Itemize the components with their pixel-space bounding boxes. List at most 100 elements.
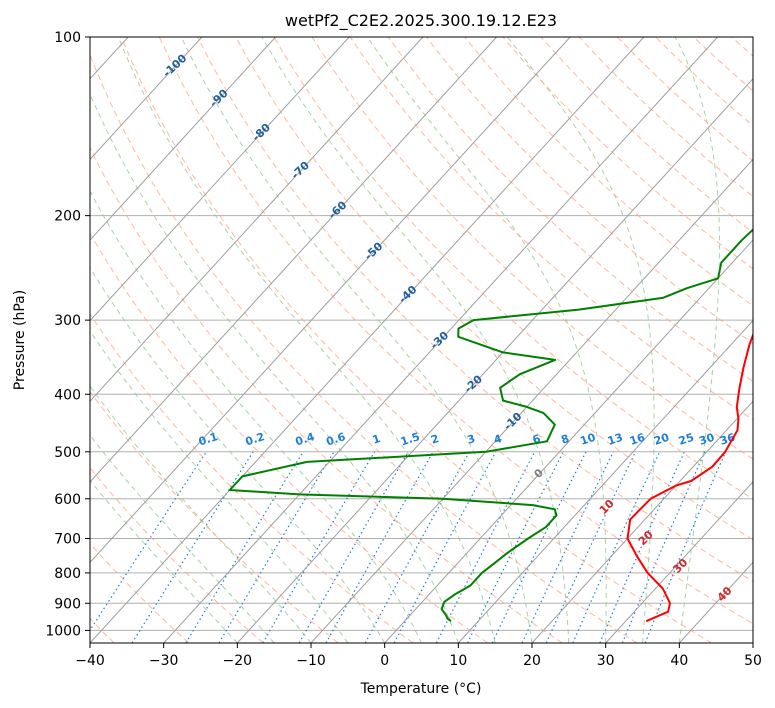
y-tick-label: 700 xyxy=(54,532,81,548)
dry-adiabat xyxy=(90,53,638,643)
dry-adiabat xyxy=(90,146,563,643)
mixing-ratio-label: 16 xyxy=(628,431,647,448)
dry-adiabat-label: 20 xyxy=(636,528,656,548)
moist-adiabat xyxy=(90,190,422,643)
y-tick-label: 100 xyxy=(54,30,81,46)
isotherm xyxy=(163,37,718,643)
moist-adiabat xyxy=(90,330,349,643)
mixing-ratio-line xyxy=(393,451,497,643)
mixing-ratio-label: 3 xyxy=(466,432,477,447)
dewpoint-line xyxy=(228,228,753,623)
moist-adiabat xyxy=(90,434,275,643)
mixing-ratio-label: 13 xyxy=(606,431,625,448)
isotherm xyxy=(457,319,753,643)
mixing-ratio-line xyxy=(599,451,685,643)
mixing-ratio-label: 30 xyxy=(697,431,716,448)
dry-adiabat xyxy=(90,232,488,643)
mixing-ratio-label: 36 xyxy=(718,431,737,448)
moist-adiabat xyxy=(90,479,238,643)
mixing-ratio-line xyxy=(364,451,470,643)
dry-adiabat-label: 10 xyxy=(597,497,617,517)
dry-adiabat xyxy=(90,390,339,643)
mixing-ratio-line xyxy=(262,451,376,643)
isotherm xyxy=(310,158,753,643)
mixing-ratio-label: 20 xyxy=(652,431,671,448)
x-tick-label: 40 xyxy=(670,653,688,669)
moist-adiabat xyxy=(90,92,459,643)
plot-area: -100-90-80-70-60-50-40-30-20-10010203040… xyxy=(90,37,753,643)
dry-adiabat xyxy=(120,37,712,643)
dry-adiabat xyxy=(655,37,753,127)
isotherm xyxy=(236,78,753,643)
mixing-ratio-line xyxy=(644,451,727,643)
dry-adiabat xyxy=(578,37,753,198)
mixing-ratio-line xyxy=(545,451,637,643)
x-tick-label: −30 xyxy=(149,653,179,669)
x-tick-label: 30 xyxy=(597,653,615,669)
dry-adiabat xyxy=(426,37,753,344)
isotherm xyxy=(90,37,497,483)
mixing-ratio-label: 1 xyxy=(371,432,382,447)
isotherm xyxy=(90,37,424,402)
mixing-ratio-line xyxy=(218,451,335,643)
y-tick-label: 1000 xyxy=(45,623,81,639)
moist-adiabat xyxy=(507,37,655,643)
moist-adiabat xyxy=(180,37,533,643)
mixing-ratio-label: 8 xyxy=(560,432,571,447)
moist-adiabat xyxy=(674,37,720,643)
mixing-ratio-line xyxy=(185,451,304,643)
y-tick-label: 500 xyxy=(54,445,81,461)
moist-adiabat xyxy=(366,37,607,643)
mixing-ratio-line xyxy=(90,451,207,632)
x-tick-label: −20 xyxy=(223,653,253,669)
isotherm xyxy=(90,37,571,564)
isotherm xyxy=(384,239,753,643)
mixing-ratio-label: 1.5 xyxy=(399,430,422,448)
y-tick-label: 800 xyxy=(54,566,81,582)
mixing-ratio-line xyxy=(131,451,254,643)
moist-adiabat xyxy=(117,37,496,643)
mixing-ratio-label: 25 xyxy=(677,431,696,448)
x-tick-label: −40 xyxy=(75,653,105,669)
dry-adiabat xyxy=(90,542,190,643)
dry-adiabat xyxy=(158,37,753,625)
moist-adiabat xyxy=(261,37,570,643)
y-tick-label: 900 xyxy=(54,596,81,612)
x-axis-label: Temperature (°C) xyxy=(360,681,482,697)
y-tick-label: 600 xyxy=(54,492,81,508)
x-tick-label: 0 xyxy=(380,653,389,669)
isotherm xyxy=(531,400,753,643)
y-tick-label: 300 xyxy=(54,313,81,329)
isotherm xyxy=(90,37,645,643)
isotherm xyxy=(752,642,753,643)
dry-adiabat xyxy=(464,37,753,307)
mixing-ratio-label: 6 xyxy=(531,432,543,447)
mixing-ratio-label: 0.4 xyxy=(294,430,317,448)
axes: −40 −30 −20 −10 0 10 20 30 40 5010020030040050060… xyxy=(45,30,762,669)
x-tick-label: −10 xyxy=(296,653,326,669)
y-tick-label: 400 xyxy=(54,387,81,403)
isotherm xyxy=(90,37,203,161)
x-tick-label: 20 xyxy=(523,653,541,669)
dry-adiabat xyxy=(273,37,753,500)
plot-frame xyxy=(89,36,754,644)
mixing-ratio-label: 2 xyxy=(429,432,440,447)
temperature-line xyxy=(626,332,753,623)
isotherm xyxy=(678,561,753,643)
isotherm xyxy=(90,37,276,241)
mixing-ratio-line xyxy=(572,451,661,643)
mixing-ratio-label: 0.6 xyxy=(325,430,348,448)
y-axis-label: Pressure (hPa) xyxy=(12,290,28,390)
mixing-ratio-label: 0.2 xyxy=(244,430,267,448)
dry-adiabat xyxy=(387,37,753,382)
mixing-ratio-label: 10 xyxy=(579,431,598,448)
chart-title: wetPf2_C2E2.2025.300.19.12.E23 xyxy=(285,11,557,31)
y-tick-label: 200 xyxy=(54,209,81,225)
mixing-ratio-line xyxy=(521,451,614,643)
moist-adiabat xyxy=(90,266,386,643)
isotherm xyxy=(605,481,753,643)
dry-adiabat xyxy=(693,37,753,92)
x-tick-label: 10 xyxy=(449,653,467,669)
x-tick-label: 50 xyxy=(744,653,762,669)
